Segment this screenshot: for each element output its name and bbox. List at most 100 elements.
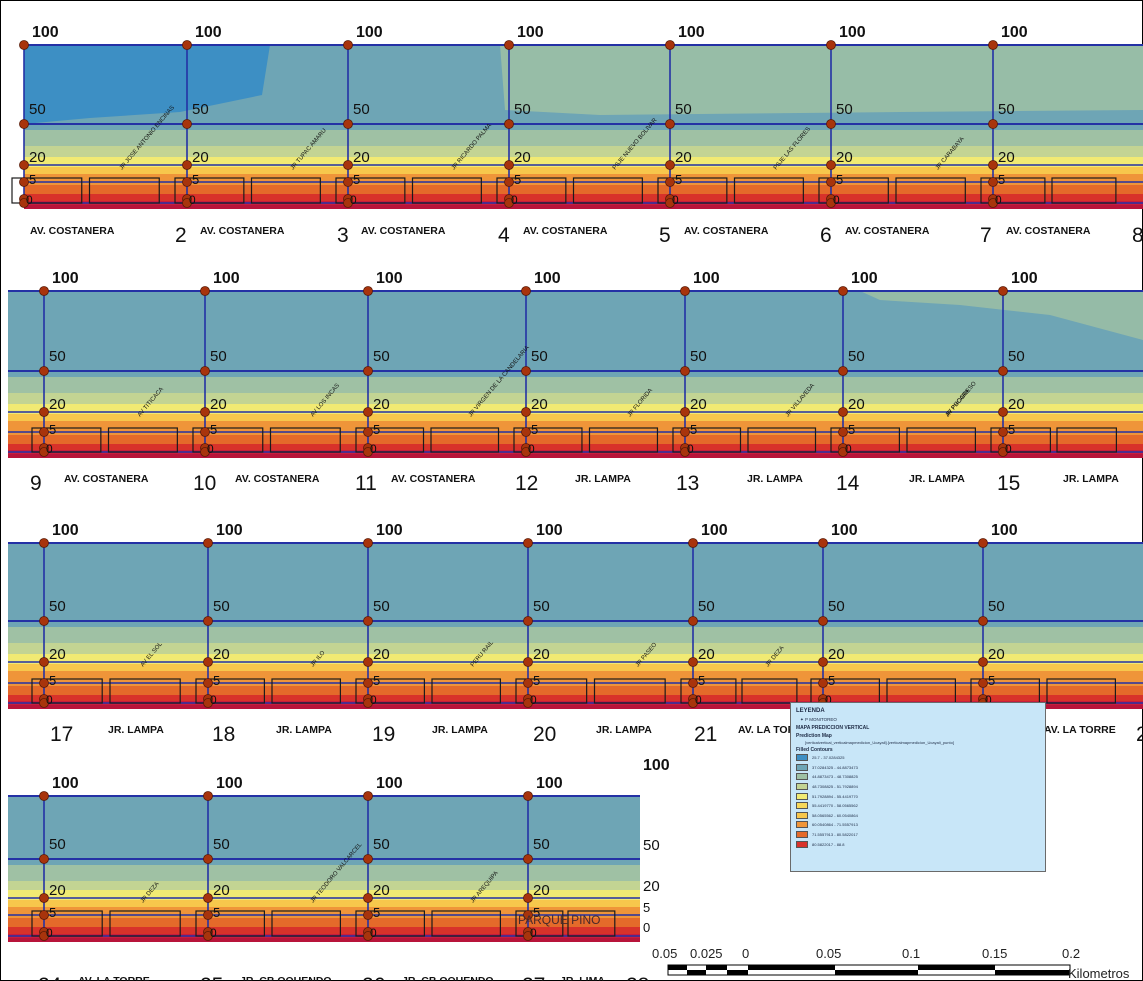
level-label-50: 50 bbox=[210, 348, 227, 365]
level-label-100: 100 bbox=[536, 775, 563, 792]
level-label-0: 0 bbox=[210, 926, 217, 940]
legend-class-label: 25.7 - 37.0284325 bbox=[812, 755, 845, 761]
monitor-number: 25 bbox=[200, 974, 223, 981]
contour-band bbox=[8, 686, 1143, 695]
contour-band bbox=[8, 543, 1143, 627]
monitor-point bbox=[523, 931, 533, 941]
street-name: AV. COSTANERA bbox=[845, 225, 930, 237]
legend-class-row: 71.5557913 - 80.5822017 bbox=[796, 830, 1045, 840]
level-label-0: 0 bbox=[370, 442, 377, 456]
legend-class-row: 55.4419770 - 58.0565562 bbox=[796, 801, 1045, 811]
monitor-point bbox=[363, 698, 373, 708]
building-outline bbox=[109, 910, 181, 937]
monitor-point bbox=[838, 427, 848, 437]
level-label-100: 100 bbox=[376, 775, 403, 792]
level-label-50: 50 bbox=[373, 348, 390, 365]
monitor-number: 19 bbox=[372, 723, 395, 746]
level-label-100: 100 bbox=[693, 270, 720, 287]
contour-band bbox=[8, 627, 1143, 643]
level-label-5: 5 bbox=[49, 905, 56, 920]
level-label-100: 100 bbox=[517, 24, 544, 41]
legend-title: LEYENDA bbox=[796, 708, 825, 714]
monitor-point bbox=[998, 286, 1008, 296]
legend-swatch bbox=[796, 773, 808, 781]
monitor-point bbox=[680, 427, 690, 437]
monitor-point bbox=[665, 198, 675, 208]
level-label-5: 5 bbox=[373, 905, 380, 920]
monitor-point bbox=[182, 119, 192, 129]
level-label-0: 0 bbox=[530, 693, 537, 707]
level-label-100: 100 bbox=[831, 522, 858, 539]
level-label-5: 5 bbox=[698, 673, 705, 688]
monitor-point bbox=[978, 616, 988, 626]
contour-band bbox=[8, 377, 1143, 393]
level-label-0: 0 bbox=[672, 193, 679, 207]
building-outline bbox=[1046, 678, 1117, 704]
legend-class-row: 37.0284325 - 44.8873473 bbox=[796, 763, 1045, 773]
monitor-point bbox=[39, 910, 49, 920]
level-label-0: 0 bbox=[528, 442, 535, 456]
level-label-20: 20 bbox=[192, 149, 209, 166]
level-label-20: 20 bbox=[998, 149, 1015, 166]
level-label-20: 20 bbox=[533, 882, 550, 899]
monitor-point bbox=[523, 657, 533, 667]
monitor-point bbox=[39, 678, 49, 688]
legend-class-row: 80.5822017 - 88.8 bbox=[796, 839, 1045, 849]
monitor-number: 6 bbox=[820, 224, 832, 247]
monitor-point bbox=[39, 931, 49, 941]
street-name: AV. COSTANERA bbox=[235, 473, 320, 485]
contour-band bbox=[8, 865, 640, 881]
building-outline bbox=[733, 177, 804, 204]
legend-prediction-label: Prediction Map bbox=[796, 733, 832, 739]
contour-band bbox=[860, 291, 1143, 340]
level-label-100: 100 bbox=[195, 24, 222, 41]
monitor-point bbox=[838, 407, 848, 417]
street-name: AV. COSTANERA bbox=[361, 225, 446, 237]
level-label-50: 50 bbox=[192, 101, 209, 118]
monitor-point bbox=[818, 657, 828, 667]
monitor-point bbox=[363, 678, 373, 688]
monitor-point bbox=[203, 616, 213, 626]
monitor-point bbox=[665, 40, 675, 50]
contour-band bbox=[8, 404, 1143, 414]
level-label-20: 20 bbox=[49, 882, 66, 899]
level-label-100: 100 bbox=[839, 24, 866, 41]
monitor-point bbox=[818, 616, 828, 626]
level-label-0: 0 bbox=[825, 693, 832, 707]
building-outline bbox=[109, 678, 181, 704]
monitor-point bbox=[182, 198, 192, 208]
legend-class-row: 58.0565562 - 60.0540864 bbox=[796, 811, 1045, 821]
building-outline bbox=[513, 427, 583, 453]
contour-band bbox=[24, 167, 1143, 174]
building-outline bbox=[747, 427, 817, 453]
monitor-point bbox=[363, 854, 373, 864]
monitor-point bbox=[19, 177, 29, 187]
monitor-point bbox=[523, 910, 533, 920]
monitor-point bbox=[523, 538, 533, 548]
legend-swatch bbox=[796, 802, 808, 810]
monitor-number: 26 bbox=[362, 974, 385, 981]
monitor-point bbox=[988, 198, 998, 208]
monitor-point bbox=[39, 854, 49, 864]
contour-band bbox=[24, 185, 1143, 194]
level-label-0: 0 bbox=[995, 193, 1002, 207]
monitor-point bbox=[363, 407, 373, 417]
scale-tick-label: 0.025 bbox=[690, 946, 723, 961]
monitor-point bbox=[978, 657, 988, 667]
legend-swatch bbox=[796, 763, 808, 771]
level-label-50: 50 bbox=[49, 836, 66, 853]
monitor-point bbox=[521, 286, 531, 296]
building-outline bbox=[430, 427, 500, 453]
legend-class-label: 55.4419770 - 58.0565562 bbox=[812, 803, 858, 809]
level-label-100: 100 bbox=[376, 522, 403, 539]
street-name: JR. LAMPA bbox=[575, 473, 631, 485]
monitor-point bbox=[523, 616, 533, 626]
monitor-point bbox=[182, 40, 192, 50]
monitor-point bbox=[363, 447, 373, 457]
building-outline bbox=[572, 177, 643, 204]
monitor-point bbox=[523, 854, 533, 864]
level-label-5: 5 bbox=[836, 172, 843, 187]
monitor-point bbox=[826, 177, 836, 187]
building-outline bbox=[741, 678, 798, 704]
monitor-number: 3 bbox=[337, 224, 349, 247]
